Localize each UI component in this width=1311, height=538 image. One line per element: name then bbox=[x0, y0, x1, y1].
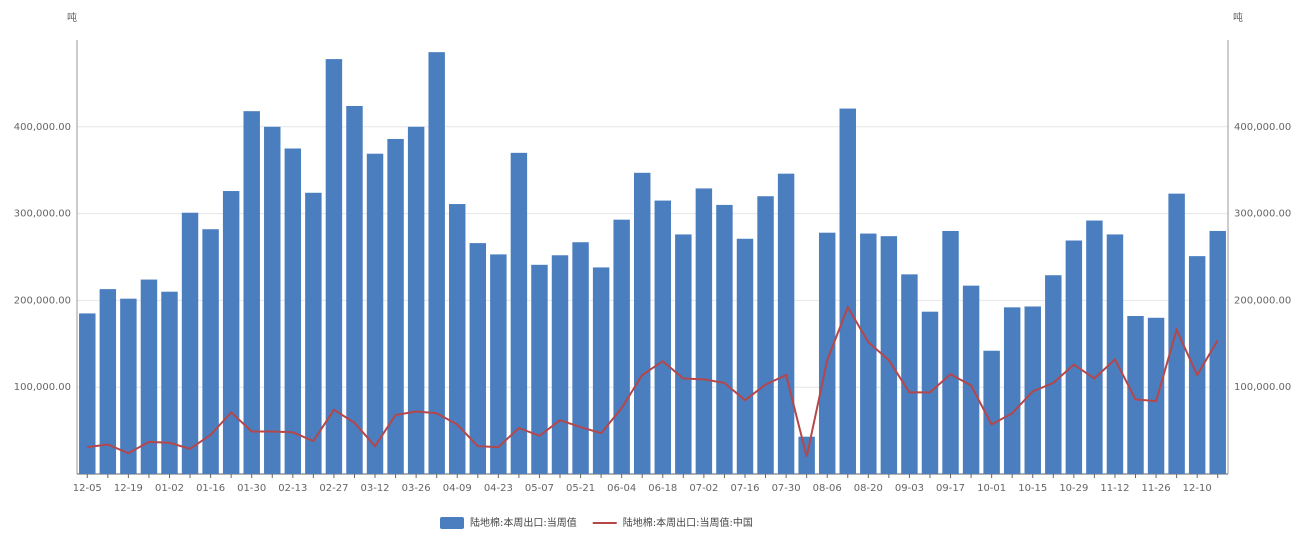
x-tick-label: 12-05 bbox=[73, 483, 102, 494]
bar bbox=[510, 152, 528, 474]
x-tick-label: 07-02 bbox=[689, 483, 718, 494]
bar bbox=[366, 153, 384, 474]
bar bbox=[1106, 234, 1124, 474]
x-tick-label: 08-20 bbox=[854, 483, 883, 494]
bar bbox=[120, 298, 137, 474]
bar bbox=[860, 233, 877, 474]
x-tick-label: 03-12 bbox=[360, 483, 389, 494]
x-tick-label: 09-17 bbox=[936, 483, 965, 494]
x-tick-label: 10-01 bbox=[977, 483, 1006, 494]
bar bbox=[161, 291, 178, 474]
y2-tick-label: 100,000.00 bbox=[1234, 382, 1291, 393]
bar bbox=[428, 52, 445, 474]
x-tick-label: 04-09 bbox=[443, 483, 472, 494]
bar bbox=[942, 230, 959, 474]
bar bbox=[407, 126, 425, 475]
x-tick-label: 03-26 bbox=[402, 483, 431, 494]
bar bbox=[777, 173, 795, 474]
x-tick-label: 08-06 bbox=[813, 483, 842, 494]
bar bbox=[243, 111, 260, 475]
bar bbox=[387, 138, 404, 474]
legend-label: 陆地棉:本周出口:当周值 bbox=[470, 516, 577, 529]
bar bbox=[1045, 275, 1062, 474]
y-unit-right: 吨 bbox=[1233, 11, 1243, 24]
bar bbox=[284, 148, 302, 474]
y2-tick-label: 300,000.00 bbox=[1234, 209, 1291, 220]
x-tick-label: 01-30 bbox=[237, 483, 266, 494]
x-tick-label: 05-21 bbox=[566, 483, 595, 494]
x-tick-label: 10-15 bbox=[1018, 483, 1047, 494]
x-tick-label: 05-07 bbox=[525, 483, 554, 494]
y-tick-label: 200,000.00 bbox=[14, 295, 71, 306]
bar bbox=[79, 313, 96, 474]
bar bbox=[675, 234, 692, 474]
bar bbox=[181, 212, 199, 474]
legend-swatch bbox=[440, 517, 464, 529]
bar bbox=[1065, 240, 1083, 474]
bar bbox=[736, 238, 754, 474]
y-tick-label: 400,000.00 bbox=[14, 122, 71, 133]
bar bbox=[695, 188, 713, 475]
bar bbox=[901, 274, 918, 474]
bar bbox=[140, 279, 158, 474]
x-tick-label: 02-13 bbox=[278, 483, 307, 494]
bar bbox=[1003, 307, 1021, 474]
bar bbox=[1188, 256, 1206, 474]
x-tick-label: 11-26 bbox=[1142, 483, 1171, 494]
bar bbox=[346, 105, 363, 474]
bar bbox=[983, 350, 1000, 474]
bar bbox=[202, 229, 219, 474]
bar bbox=[551, 255, 569, 474]
x-tick-label: 09-03 bbox=[895, 483, 924, 494]
bar bbox=[1127, 316, 1144, 474]
x-tick-label: 06-04 bbox=[607, 483, 636, 494]
legend-label: 陆地棉:本周出口:当周值:中国 bbox=[623, 516, 753, 529]
y2-tick-label: 400,000.00 bbox=[1234, 122, 1291, 133]
x-tick-label: 12-19 bbox=[114, 483, 143, 494]
bar bbox=[613, 219, 630, 474]
bar bbox=[654, 200, 671, 474]
bar bbox=[469, 243, 487, 474]
x-tick-label: 01-02 bbox=[155, 483, 184, 494]
bar bbox=[716, 204, 733, 475]
x-tick-label: 01-16 bbox=[196, 483, 225, 494]
x-tick-label: 10-29 bbox=[1059, 483, 1088, 494]
x-tick-label: 07-16 bbox=[730, 483, 759, 494]
bar bbox=[634, 172, 651, 474]
bar bbox=[880, 236, 898, 474]
y-tick-label: 300,000.00 bbox=[14, 209, 71, 220]
bar bbox=[572, 242, 589, 474]
bar bbox=[531, 264, 548, 474]
bar bbox=[1147, 317, 1165, 474]
line bbox=[87, 305, 1219, 457]
bar bbox=[839, 108, 856, 475]
bar bbox=[99, 289, 117, 474]
bar bbox=[449, 204, 466, 474]
y2-tick-label: 200,000.00 bbox=[1234, 295, 1291, 306]
x-tick-label: 04-23 bbox=[484, 483, 513, 494]
bar bbox=[962, 285, 980, 474]
bar bbox=[305, 192, 322, 474]
bar bbox=[325, 59, 343, 474]
bar bbox=[1086, 220, 1103, 474]
bar bbox=[222, 191, 240, 475]
bar bbox=[264, 126, 281, 475]
x-tick-label: 12-10 bbox=[1183, 483, 1212, 494]
bar bbox=[818, 232, 836, 474]
y-tick-label: 100,000.00 bbox=[14, 382, 71, 393]
bar bbox=[1209, 230, 1226, 474]
x-tick-label: 11-12 bbox=[1100, 483, 1129, 494]
x-tick-label: 07-30 bbox=[772, 483, 801, 494]
x-tick-label: 02-27 bbox=[319, 483, 348, 494]
bar bbox=[592, 267, 610, 474]
bar bbox=[757, 196, 774, 475]
x-tick-label: 06-18 bbox=[648, 483, 677, 494]
bar bbox=[490, 254, 507, 474]
y-unit-left: 吨 bbox=[67, 11, 77, 24]
bar bbox=[1024, 306, 1041, 474]
bar bbox=[1168, 193, 1185, 475]
